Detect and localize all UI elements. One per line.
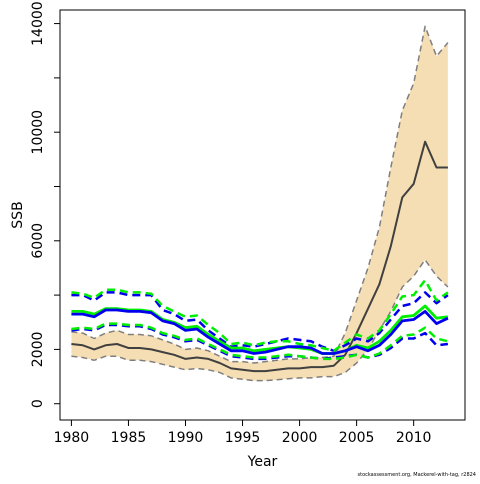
median-line [71,140,448,373]
y-axis-label: SSB [10,201,26,228]
x-axis-label: Year [247,454,278,470]
y-tick-label: 10000 [30,110,46,155]
y-tick-label: 2000 [30,332,46,368]
x-tick-label: 1995 [225,430,261,446]
green-lower-line [71,322,449,361]
x-tick-label: 1985 [111,430,147,446]
blue-mid-line [71,308,449,355]
green-upper-line [71,278,449,353]
plot-frame [59,9,466,421]
x-tick-label: 2005 [339,430,375,446]
y-tick-label: 0 [30,399,46,408]
x-tick-label: 2010 [396,430,432,446]
x-tick-label: 2000 [282,430,318,446]
x-tick-label: 1990 [168,430,204,446]
x-tick-label: 1980 [54,430,90,446]
blue-lower-line [71,323,449,361]
footer-credit: stockassessment.org, Mackerel-with-tag, … [357,472,477,478]
y-tick-label: 6000 [30,223,46,259]
y-tick-label: 14000 [30,1,46,46]
blue-upper-line [71,291,449,353]
